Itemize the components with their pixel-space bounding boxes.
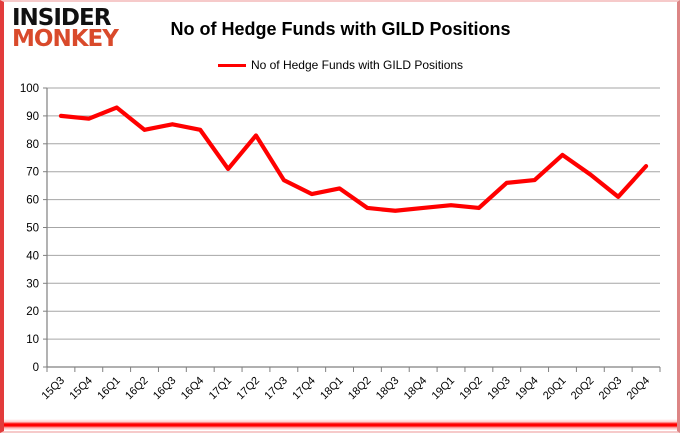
svg-text:16Q1: 16Q1 — [95, 375, 123, 403]
svg-text:17Q4: 17Q4 — [290, 375, 318, 403]
svg-text:18Q1: 18Q1 — [318, 375, 346, 403]
svg-text:19Q1: 19Q1 — [430, 375, 458, 403]
svg-text:18Q2: 18Q2 — [346, 375, 374, 403]
svg-text:19Q3: 19Q3 — [485, 375, 513, 403]
legend-line-swatch — [217, 63, 246, 67]
svg-text:16Q4: 16Q4 — [179, 375, 207, 403]
svg-text:50: 50 — [26, 223, 39, 235]
svg-text:16Q2: 16Q2 — [123, 375, 151, 403]
svg-text:19Q2: 19Q2 — [457, 375, 485, 403]
svg-text:20: 20 — [26, 306, 39, 318]
svg-text:17Q3: 17Q3 — [262, 375, 290, 403]
svg-text:15Q3: 15Q3 — [40, 375, 68, 403]
insider-monkey-logo: INSIDER MONKEY — [12, 5, 119, 53]
svg-text:20Q2: 20Q2 — [569, 375, 597, 403]
chart-title: No of Hedge Funds with GILD Positions — [170, 19, 511, 39]
legend-label: No of Hedge Funds with GILD Positions — [250, 58, 464, 72]
logo-line-monkey: MONKEY — [12, 26, 119, 53]
svg-text:20Q1: 20Q1 — [541, 375, 569, 403]
svg-text:10: 10 — [26, 334, 39, 346]
chart-legend: No of Hedge Funds with GILD Positions — [4, 58, 677, 72]
svg-text:20Q3: 20Q3 — [597, 375, 625, 403]
svg-text:0: 0 — [33, 362, 39, 374]
svg-text:90: 90 — [26, 111, 39, 123]
svg-text:60: 60 — [26, 195, 39, 207]
svg-text:15Q4: 15Q4 — [67, 375, 95, 403]
svg-text:19Q4: 19Q4 — [513, 375, 541, 403]
svg-text:18Q4: 18Q4 — [402, 375, 430, 403]
bottom-red-stripe — [4, 419, 677, 430]
svg-text:20Q4: 20Q4 — [625, 375, 653, 403]
svg-text:17Q2: 17Q2 — [235, 375, 263, 403]
svg-text:16Q3: 16Q3 — [151, 375, 179, 403]
logo-line-insider: INSIDER — [12, 5, 111, 31]
svg-text:80: 80 — [26, 139, 39, 151]
svg-text:17Q1: 17Q1 — [207, 375, 235, 403]
svg-text:70: 70 — [26, 167, 39, 179]
svg-text:18Q3: 18Q3 — [374, 375, 402, 403]
svg-text:40: 40 — [26, 250, 39, 262]
svg-text:100: 100 — [20, 83, 39, 95]
svg-text:30: 30 — [26, 278, 39, 290]
